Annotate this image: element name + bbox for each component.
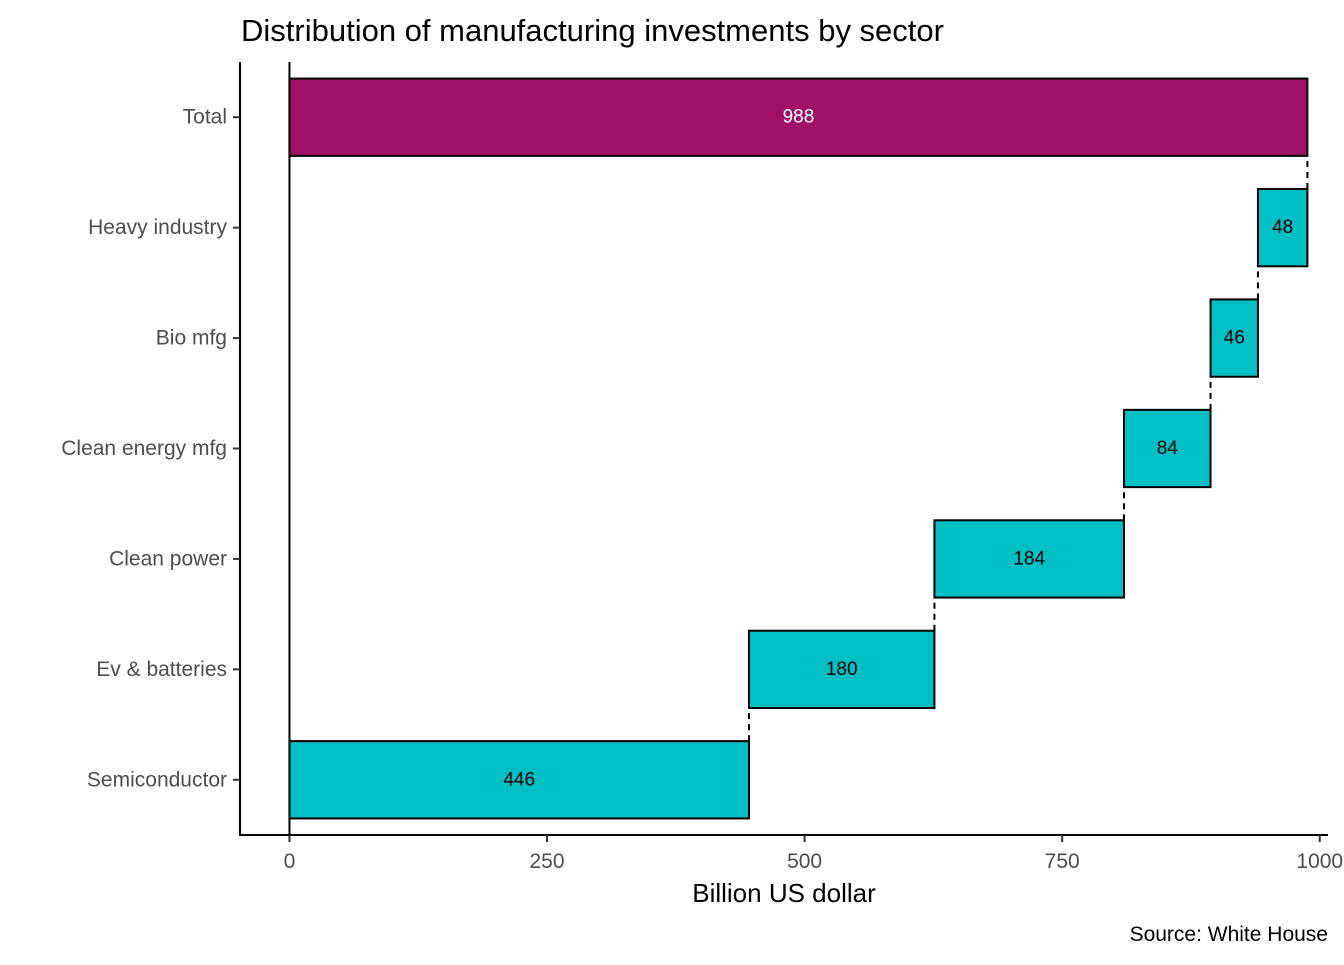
x-tick-label: 250: [530, 850, 565, 873]
y-tick-label: Heavy industry: [88, 216, 227, 239]
bar-value-label: 988: [783, 107, 815, 128]
y-tick-label: Ev & batteries: [96, 658, 227, 681]
bar-total: [288, 77, 1309, 157]
y-tick-label: Total: [183, 106, 227, 129]
x-tick-label: 750: [1045, 850, 1080, 873]
source-caption: Source: White House: [1130, 923, 1328, 946]
chart-marks: 446 180 184 84 46 48 988 Semiconductor Ev & batt…: [61, 62, 1343, 873]
bar-ev-and-batteries: [747, 629, 936, 710]
bar-clean-power: [933, 519, 1126, 599]
bar-clean-energy-mfg: [1123, 408, 1212, 489]
bar-heavy-industry: [1256, 187, 1309, 268]
x-tick-label: 1000: [1296, 850, 1343, 873]
bar-value-label: 446: [503, 769, 535, 790]
chart-title: Distribution of manufacturing investment…: [241, 13, 944, 48]
x-axis-title: Billion US dollar: [692, 878, 876, 908]
bar-value-label: 46: [1224, 328, 1245, 349]
bar-bio-mfg: [1209, 298, 1259, 378]
x-tick-label: 500: [787, 850, 822, 873]
bar-value-label: 48: [1272, 217, 1293, 238]
bar-value-label: 184: [1013, 548, 1045, 569]
x-tick-label: 0: [284, 850, 296, 873]
y-tick-label: Semiconductor: [87, 768, 227, 791]
y-tick-label: Bio mfg: [156, 327, 227, 350]
y-tick-label: Clean energy mfg: [61, 437, 227, 460]
bar-value-label: 84: [1157, 438, 1179, 459]
y-tick-label: Clean power: [109, 547, 227, 570]
bar-value-label: 180: [826, 659, 858, 680]
bar-semiconductor: [288, 740, 750, 820]
